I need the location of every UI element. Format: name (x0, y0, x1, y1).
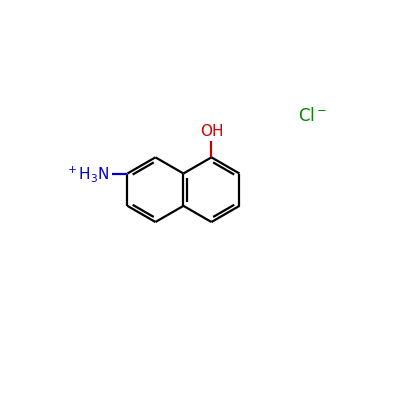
Text: OH: OH (200, 124, 223, 139)
Text: $^+$H$_3$N: $^+$H$_3$N (66, 164, 110, 184)
Text: Cl$^-$: Cl$^-$ (298, 107, 327, 125)
